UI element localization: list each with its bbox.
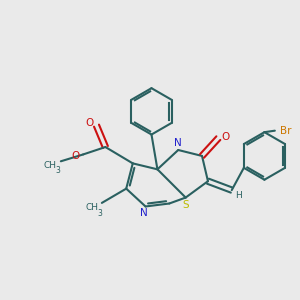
Text: H: H <box>235 191 242 200</box>
Text: S: S <box>182 200 189 210</box>
Text: O: O <box>85 118 93 128</box>
Text: O: O <box>72 151 80 161</box>
Text: CH: CH <box>44 161 57 170</box>
Text: 3: 3 <box>97 208 102 217</box>
Text: Br: Br <box>280 126 292 136</box>
Text: N: N <box>174 139 182 148</box>
Text: 3: 3 <box>56 166 60 175</box>
Text: CH: CH <box>85 203 98 212</box>
Text: N: N <box>140 208 148 218</box>
Text: O: O <box>221 132 229 142</box>
